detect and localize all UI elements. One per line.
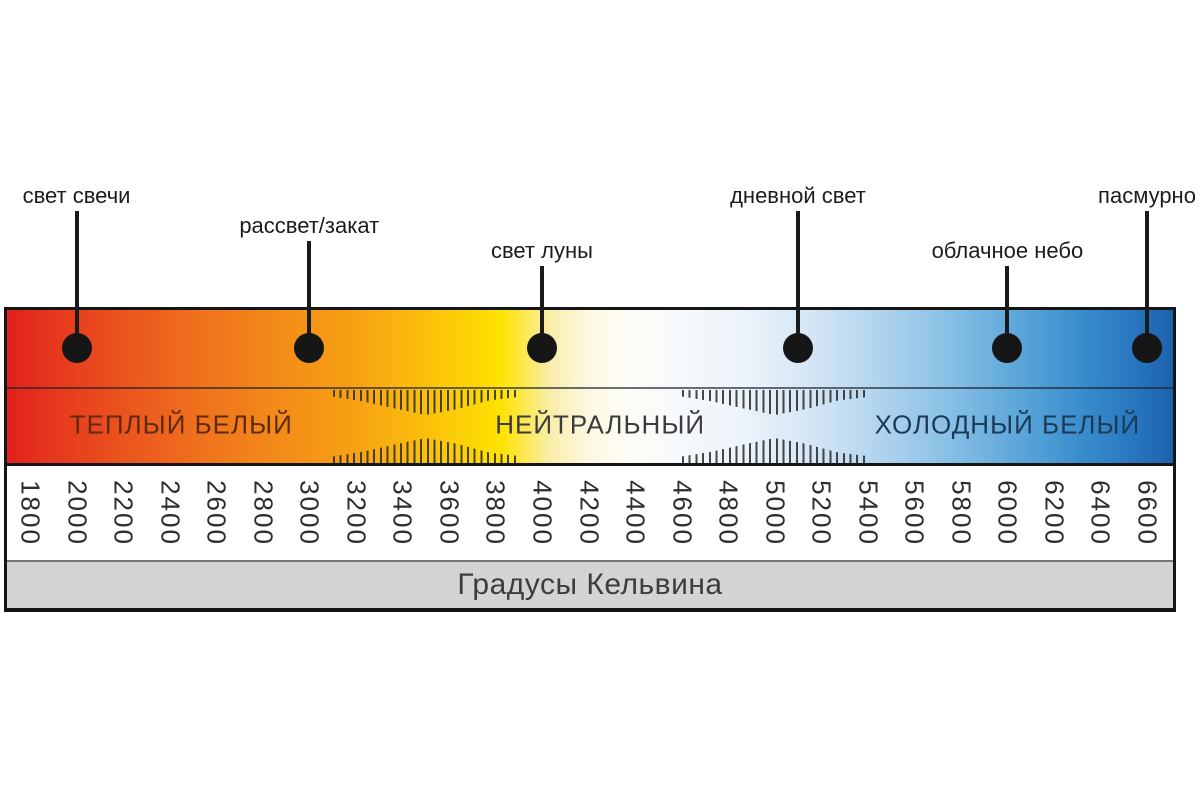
kelvin-tick-label: 3800 <box>480 480 511 546</box>
kelvin-tick-label: 5800 <box>946 480 977 546</box>
marker-label-1: рассвет/закат <box>239 213 380 238</box>
marker-label-4: облачное небо <box>931 238 1084 263</box>
kelvin-scale-chart: ТЕПЛЫЙ БЕЛЫЙ НЕЙТРАЛЬНЫЙ ХОЛОДНЫЙ БЕЛЫЙ 18… <box>4 307 1176 612</box>
kelvin-tick-label: 4000 <box>527 480 558 546</box>
marker-label-5: пасмурно <box>1098 183 1196 208</box>
marker-label-3: дневной свет <box>730 183 866 208</box>
kelvin-tick-label: 5200 <box>806 480 837 546</box>
blend-fringe-0-bot <box>332 438 519 463</box>
kelvin-tick-label: 4200 <box>574 480 604 546</box>
color-temperature-gradient-band: ТЕПЛЫЙ БЕЛЫЙ НЕЙТРАЛЬНЫЙ ХОЛОДНЫЙ БЕЛЫЙ <box>7 310 1173 463</box>
kelvin-tick-label: 6400 <box>1085 480 1116 546</box>
kelvin-tick-label: 5000 <box>760 480 791 546</box>
blend-fringe-1-top <box>681 390 868 415</box>
marker-label-2: свет луны <box>490 238 593 263</box>
kelvin-tick-label: 2000 <box>62 480 93 546</box>
kelvin-tick-label: 4400 <box>620 480 651 546</box>
kelvin-tick-label: 4600 <box>667 480 698 546</box>
zone-label-0: ТЕПЛЫЙ БЕЛЫЙ <box>69 409 293 440</box>
kelvin-tick-label: 5600 <box>899 480 930 546</box>
blend-fringe-1-bot <box>681 438 868 463</box>
kelvin-tick-label: 3000 <box>294 480 325 546</box>
axis-caption: Градусы Кельвина <box>457 568 723 601</box>
kelvin-tick-label: 5400 <box>853 480 884 546</box>
zone-label-1: НЕЙТРАЛЬНЫЙ <box>495 409 706 440</box>
kelvin-tick-label: 2400 <box>155 480 186 546</box>
zone-label-2: ХОЛОДНЫЙ БЕЛЫЙ <box>874 409 1141 440</box>
kelvin-tick-label: 6200 <box>1039 480 1070 546</box>
kelvin-tick-label: 6000 <box>992 480 1023 546</box>
kelvin-tick-label: 2200 <box>108 480 139 546</box>
kelvin-tick-label: 3600 <box>434 480 465 546</box>
kelvin-tick-label: 6600 <box>1132 480 1163 546</box>
gradient-band-divider-line <box>7 387 1173 389</box>
blend-fringe-0-top <box>332 390 519 415</box>
kelvin-tick-label: 3200 <box>341 480 372 546</box>
kelvin-tick-label: 2600 <box>201 480 232 546</box>
kelvin-tick-label: 2800 <box>248 480 279 546</box>
kelvin-tick-label: 4800 <box>713 480 744 546</box>
axis-caption-band: Градусы Кельвина <box>7 560 1173 608</box>
kelvin-axis-band: 1800 2000 2200 2400 2600 2800 3000 3200 3400 3600… <box>7 463 1173 560</box>
marker-label-0: свет свечи <box>22 183 131 208</box>
kelvin-tick-label: 3400 <box>387 480 418 546</box>
kelvin-tick-label: 1800 <box>15 480 46 546</box>
